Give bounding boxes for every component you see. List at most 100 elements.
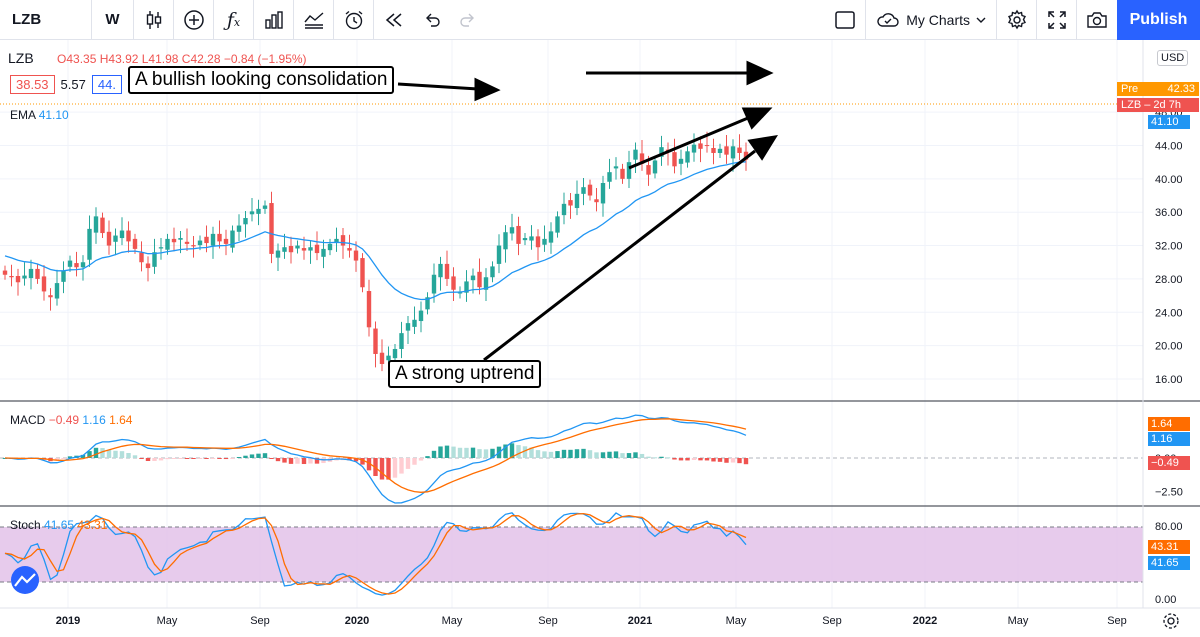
fullscreen-toggle-button[interactable]	[825, 0, 865, 40]
candle-body	[737, 147, 742, 153]
macd-histogram-bar	[282, 458, 287, 463]
macd-histogram-bar	[633, 452, 638, 458]
macd-histogram-bar	[366, 458, 372, 471]
macd-histogram-bar	[145, 458, 151, 462]
macd-histogram-bar	[438, 446, 443, 458]
macd-legend[interactable]: MACD −0.49 1.16 1.64	[10, 413, 132, 427]
time-tick-label: Sep	[538, 615, 558, 627]
redo-button[interactable]	[450, 0, 486, 40]
candle-body	[607, 172, 612, 182]
candle-body	[509, 227, 515, 234]
ask-box[interactable]: 44.	[91, 75, 122, 94]
macd-histogram-bar	[626, 453, 632, 458]
stoch-legend[interactable]: Stoch 41.65 43.31	[10, 518, 107, 532]
candle-body	[87, 228, 92, 260]
candle-body	[67, 260, 73, 267]
candle-body	[152, 252, 157, 267]
stoch-label: Stoch	[10, 518, 41, 532]
stoch-tick-label: 0.00	[1155, 594, 1176, 606]
macd-histogram-bar	[314, 458, 320, 464]
function-icon: ƒx	[226, 8, 241, 31]
candle-body	[542, 238, 547, 245]
time-tick-label: 2019	[56, 615, 80, 627]
financials-button[interactable]	[254, 0, 294, 40]
gear-icon	[1007, 9, 1026, 30]
candles-icon	[146, 10, 161, 29]
snapshot-button[interactable]	[1077, 0, 1117, 40]
macd-histogram-bar	[711, 458, 716, 462]
compare-button[interactable]	[174, 0, 214, 40]
candle-body	[691, 144, 697, 153]
macd-histogram-bar	[126, 453, 131, 458]
chart-style-button[interactable]	[134, 0, 174, 40]
stoch-k-tag: 41.65	[1148, 556, 1190, 570]
candle-body	[652, 160, 658, 174]
candle-body	[529, 236, 534, 241]
candle-body	[165, 238, 170, 250]
chart-canvas[interactable]: 16.00 20.00 24.00 28.00 32.00 36.00 40.00 44.00…	[0, 40, 1200, 637]
bid-box[interactable]: 38.53	[10, 75, 55, 94]
ema-legend[interactable]: EMA 41.10	[10, 108, 69, 122]
interval-button[interactable]: W	[92, 0, 134, 40]
stoch-d-value: 43.31	[77, 518, 108, 532]
candle-body	[490, 266, 495, 278]
candle-body	[483, 277, 489, 290]
time-tick-label: 2020	[345, 615, 369, 627]
price-tick-label: 28.00	[1155, 274, 1183, 286]
settings-button[interactable]	[997, 0, 1037, 40]
symbol-search-button[interactable]: LZB	[0, 0, 92, 40]
macd-histogram-bar	[535, 450, 541, 458]
indicators-button[interactable]: ƒx	[214, 0, 254, 40]
candle-body	[93, 216, 99, 233]
alert-button[interactable]	[334, 0, 374, 40]
templates-button[interactable]	[294, 0, 334, 40]
candle-body	[704, 145, 710, 147]
candle-body	[730, 146, 736, 159]
trend-arrows	[397, 60, 779, 362]
macd-histogram-bar	[607, 451, 612, 458]
chevron-down-icon	[976, 17, 986, 23]
candle-body	[217, 233, 222, 242]
replay-button[interactable]	[374, 0, 414, 40]
ohlc-legend: LZB O43.35 H43.92 L41.98 C42.28 −0.84 (−…	[8, 50, 307, 66]
macd-histogram-bar	[360, 458, 365, 465]
candle-body	[210, 233, 216, 246]
annotation-consolidation[interactable]: A bullish looking consolidation	[128, 66, 395, 94]
fullscreen-button[interactable]	[1037, 0, 1077, 40]
macd-histogram-bar	[652, 457, 658, 459]
candle-body	[308, 247, 313, 251]
my-charts-button[interactable]: My Charts	[865, 0, 997, 40]
currency-label[interactable]: USD	[1157, 50, 1189, 66]
macd-histogram-bar	[412, 458, 417, 465]
candle-body	[197, 240, 203, 246]
price-tick-label: 36.00	[1155, 207, 1183, 219]
cloud-icon	[877, 13, 899, 27]
candle-body	[717, 148, 723, 153]
candle-body	[626, 162, 632, 179]
candle-body	[106, 231, 112, 246]
macd-histogram-bar	[67, 456, 73, 458]
candle-body	[581, 187, 586, 194]
macd-histogram-bar	[236, 456, 242, 458]
time-tick-label: Sep	[250, 615, 270, 627]
candle-body	[451, 276, 456, 290]
candle-body	[347, 248, 352, 251]
undo-button[interactable]	[414, 0, 450, 40]
candle-body	[236, 225, 242, 232]
candle-body	[613, 166, 619, 169]
plus-circle-icon	[183, 9, 204, 30]
candle-body	[340, 235, 346, 246]
macd-histogram-bar	[665, 457, 671, 459]
macd-histogram-bar	[165, 458, 170, 460]
publish-button[interactable]: Publish	[1117, 0, 1200, 40]
candle-body	[399, 333, 404, 349]
candle-body	[243, 218, 248, 225]
time-tick-label: May	[726, 615, 747, 627]
macd-line-value: 1.16	[82, 413, 106, 427]
candle-body	[15, 276, 21, 283]
candle-body	[698, 143, 703, 149]
price-tick-label: 24.00	[1155, 307, 1183, 319]
macd-histogram-bar	[509, 443, 515, 458]
macd-histogram-bar	[288, 458, 294, 464]
annotation-uptrend[interactable]: A strong uptrend	[388, 360, 542, 388]
